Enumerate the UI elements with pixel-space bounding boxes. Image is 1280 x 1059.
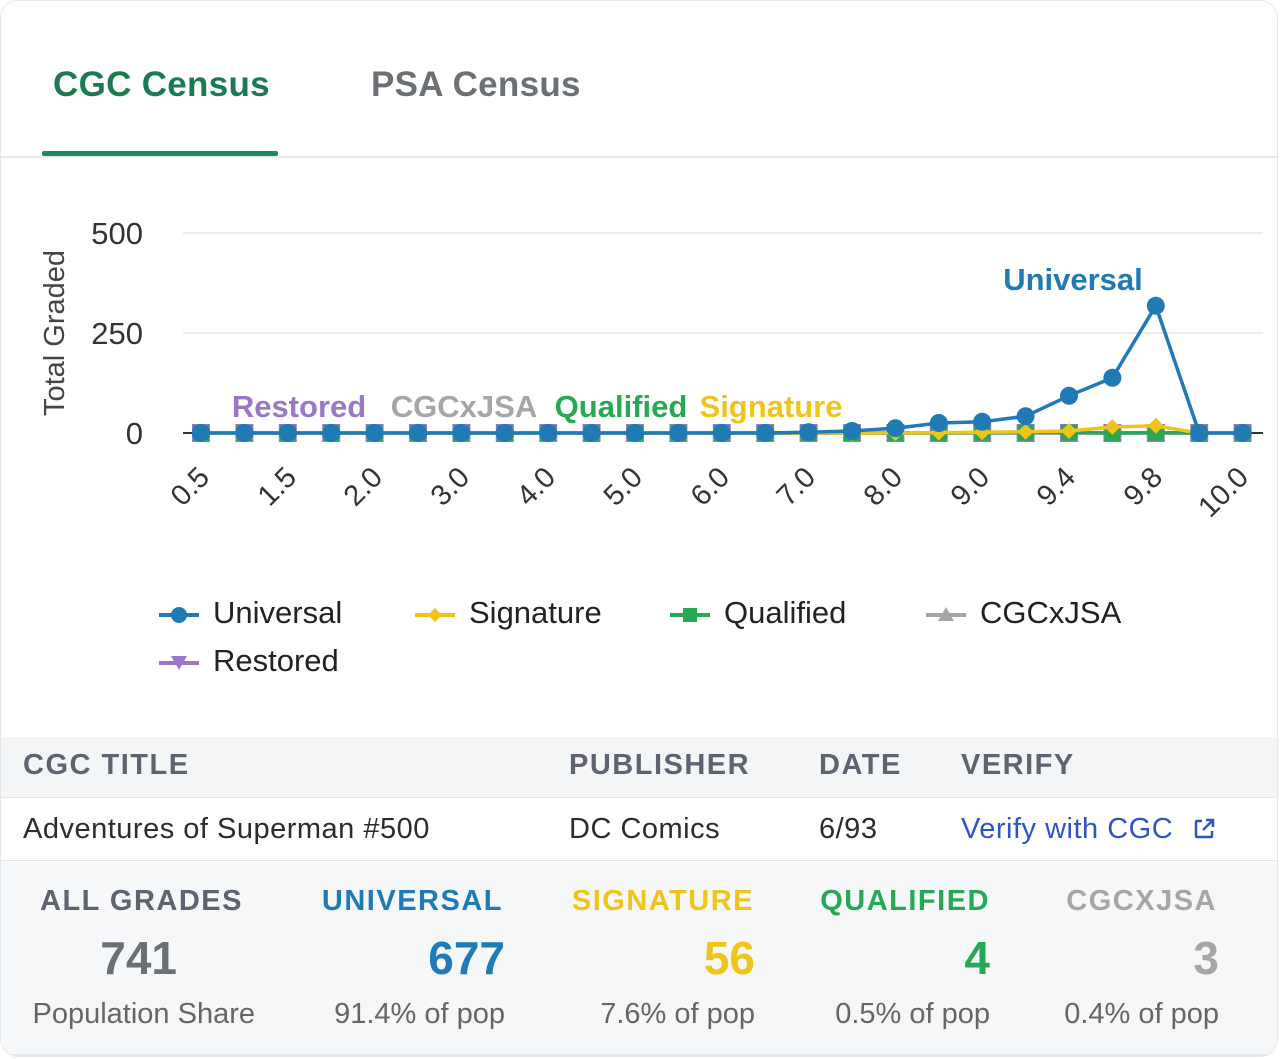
data-point[interactable] — [1233, 424, 1252, 442]
legend-marker-icon — [159, 607, 199, 623]
x-tick-label: 6.0 — [685, 461, 736, 512]
stat-all-grades-sub: Population Share — [32, 998, 256, 1030]
data-point[interactable] — [495, 424, 514, 442]
legend-marker-icon — [926, 607, 966, 621]
y-tick-label: 500 — [91, 216, 143, 251]
data-point[interactable] — [843, 422, 861, 440]
annotation-cgcxjsa: CGCxJSA — [391, 389, 537, 424]
x-tick-label: 8.0 — [858, 461, 909, 512]
y-tick-label: 0 — [126, 416, 143, 451]
x-tick-label: 10.0 — [1192, 461, 1255, 524]
annotation-signature: Signature — [700, 389, 843, 424]
tab-psa-census[interactable]: PSA Census — [371, 65, 581, 104]
data-point[interactable] — [1061, 423, 1077, 439]
data-point[interactable] — [1190, 424, 1209, 442]
x-tick-label: 9.4 — [1031, 461, 1082, 512]
stat-universal-sub: 91.4% of pop — [334, 998, 505, 1030]
stat-cgcxjsa-value: 3 — [1193, 932, 1219, 984]
data-point[interactable] — [1103, 368, 1122, 387]
annotation-qualified: Qualified — [555, 389, 688, 424]
x-tick-label: 4.0 — [511, 461, 562, 512]
legend-label: Qualified — [724, 595, 847, 630]
data-point[interactable] — [1146, 296, 1165, 315]
verify-link-label: Verify with CGC — [961, 813, 1174, 845]
data-point[interactable] — [886, 419, 905, 438]
census-tabs: CGC Census PSA Census — [1, 1, 1277, 158]
data-point[interactable] — [799, 423, 818, 442]
series-universal — [192, 296, 1252, 442]
data-point[interactable] — [409, 424, 427, 442]
data-point[interactable] — [322, 424, 341, 442]
stat-qualified-sub: 0.5% of pop — [835, 998, 990, 1030]
data-point[interactable] — [756, 424, 775, 442]
data-point[interactable] — [582, 424, 601, 442]
stat-universal-value: 677 — [428, 932, 505, 984]
tab-cgc-census[interactable]: CGC Census — [53, 65, 270, 104]
legend-label: Universal — [213, 595, 343, 630]
table-header — [1, 737, 1277, 798]
x-tick-label: 0.5 — [165, 461, 216, 512]
publisher-value: DC Comics — [569, 813, 721, 845]
data-point[interactable] — [539, 424, 558, 442]
data-point[interactable] — [452, 424, 471, 442]
legend-label: Restored — [213, 643, 339, 678]
data-point[interactable] — [1017, 423, 1034, 440]
data-point[interactable] — [669, 424, 688, 442]
stat-cgcxjsa-label: CGCXJSA — [1066, 885, 1217, 917]
x-tick-label: 3.0 — [425, 461, 476, 512]
stat-all-grades-label: ALL GRADES — [40, 885, 243, 917]
stat-signature-label: SIGNATURE — [571, 885, 754, 917]
stat-signature-sub: 7.6% of pop — [600, 998, 755, 1030]
y-axis-label: Total Graded — [39, 250, 71, 416]
header-date: DATE — [819, 749, 902, 781]
x-tick-label: 7.0 — [771, 461, 822, 512]
data-point[interactable] — [712, 424, 731, 442]
stat-cgcxjsa-sub: 0.4% of pop — [1064, 998, 1219, 1030]
legend-marker-icon — [415, 608, 455, 622]
population-stats — [1, 862, 1277, 1056]
stat-all-grades-value: 741 — [100, 932, 177, 984]
annotation-universal: Universal — [1003, 262, 1143, 297]
data-point[interactable] — [365, 424, 384, 442]
stat-signature-value: 56 — [703, 932, 755, 984]
verify-link[interactable]: Verify with CGC — [961, 813, 1216, 846]
data-point[interactable] — [626, 424, 644, 442]
legend-label: Signature — [469, 595, 602, 630]
x-tick-label: 2.0 — [338, 461, 389, 512]
header-verify: VERIFY — [961, 749, 1075, 781]
stat-qualified-value: 4 — [964, 932, 990, 984]
x-tick-label: 9.0 — [945, 461, 996, 512]
data-point[interactable] — [1147, 417, 1164, 434]
census-chart: 500 250 0 Total Graded 0.5 1.5 2.0 3.0 4.0 5.0 6.0… — [39, 216, 1263, 524]
data-point[interactable] — [235, 424, 254, 442]
date-value: 6/93 — [819, 813, 878, 845]
stat-qualified-label: QUALIFIED — [820, 885, 990, 917]
external-link-icon — [1194, 818, 1214, 839]
x-tick-label: 5.0 — [598, 461, 649, 512]
header-cgc-title: CGC TITLE — [23, 749, 190, 781]
x-tick-label: 9.8 — [1118, 461, 1169, 512]
data-point[interactable] — [278, 424, 297, 442]
legend-marker-icon — [159, 656, 199, 670]
table-row — [1, 798, 1277, 861]
data-point[interactable] — [1104, 419, 1121, 435]
legend-marker-icon — [670, 608, 710, 622]
data-point[interactable] — [1016, 407, 1035, 426]
annotation-restored: Restored — [232, 389, 366, 424]
data-point[interactable] — [1060, 386, 1078, 405]
data-point[interactable] — [973, 412, 992, 431]
y-tick-label: 250 — [91, 316, 143, 351]
x-tick-label: 1.5 — [252, 461, 303, 512]
data-point[interactable] — [929, 414, 948, 432]
comic-title: Adventures of Superman #500 — [23, 813, 430, 845]
data-point[interactable] — [192, 424, 210, 442]
legend-label: CGCxJSA — [980, 595, 1122, 630]
stat-universal-label: UNIVERSAL — [321, 885, 503, 917]
active-tab-indicator — [42, 151, 278, 156]
header-publisher: PUBLISHER — [569, 749, 751, 781]
